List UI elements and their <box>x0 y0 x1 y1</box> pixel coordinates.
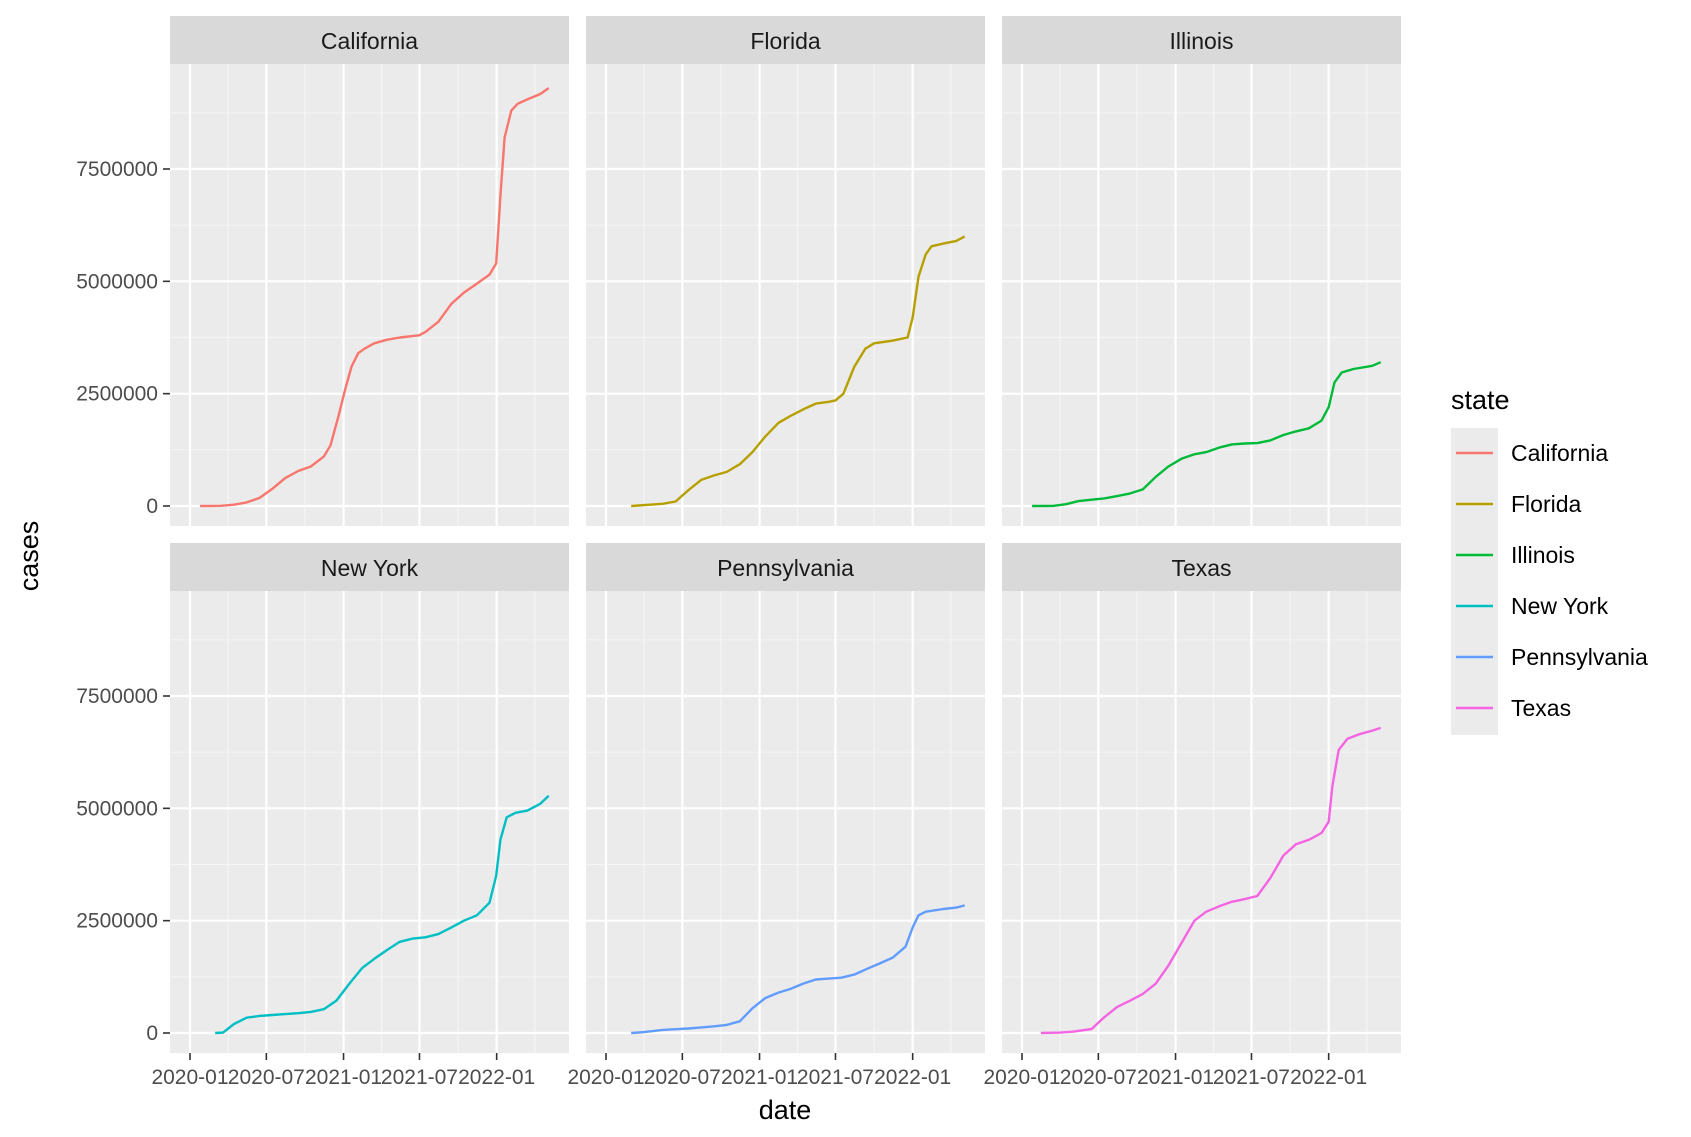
panel-background <box>1002 591 1401 1053</box>
x-tick-label: 2022-01 <box>1290 1066 1367 1089</box>
panel-background <box>1002 64 1401 526</box>
facet-strip-label: Florida <box>750 28 821 54</box>
series-line-illinois <box>1032 361 1382 508</box>
x-tick-label: 2021-07 <box>797 1066 874 1089</box>
facet-strip <box>586 543 985 591</box>
x-tick-label: 2020-07 <box>228 1066 305 1089</box>
facet-panel: Florida <box>586 16 985 526</box>
y-tick-label: 5000000 <box>76 270 158 293</box>
facet-panel: New York <box>170 543 569 1053</box>
panel-background <box>586 591 985 1053</box>
y-tick-label: 7500000 <box>76 685 158 708</box>
x-tick-label: 2022-01 <box>874 1066 951 1089</box>
x-tick-label: 2020-07 <box>1060 1066 1137 1089</box>
axes: 0 2500000 5000000 7500000 0 2500000 5000000 750… <box>76 158 1367 1089</box>
panel-background <box>170 64 569 526</box>
x-tick-label: 2020-01 <box>151 1066 228 1089</box>
legend-title: state <box>1451 385 1510 415</box>
series-line-florida <box>631 235 966 508</box>
legend-label: Florida <box>1511 491 1582 517</box>
y-tick-label: 0 <box>146 495 158 518</box>
x-axis-title: date <box>759 1095 812 1125</box>
y-tick-label: 2500000 <box>76 383 158 406</box>
facet-strip <box>170 16 569 64</box>
facet-panel: Pennsylvania <box>586 543 985 1053</box>
legend-label: Texas <box>1511 695 1571 721</box>
x-tick-label: 2020-01 <box>567 1066 644 1089</box>
x-tick-label: 2021-01 <box>721 1066 798 1089</box>
facet-strip <box>1002 543 1401 591</box>
facet-strip <box>170 543 569 591</box>
legend-label: Illinois <box>1511 542 1575 568</box>
panel-background <box>586 64 985 526</box>
x-tick-label: 2021-01 <box>1137 1066 1214 1089</box>
facet-strip-label: California <box>321 28 418 54</box>
x-tick-label: 2020-07 <box>644 1066 721 1089</box>
series-line-california <box>200 87 550 508</box>
series-line-texas <box>1040 726 1382 1035</box>
x-tick-label: 2021-07 <box>1213 1066 1290 1089</box>
facet-strip-label: Illinois <box>1170 28 1234 54</box>
facet-panels: California Florida Illinois New York Pennsyl… <box>170 16 1401 1053</box>
x-tick-label: 2021-07 <box>381 1066 458 1089</box>
facet-strip <box>1002 16 1401 64</box>
y-tick-label: 2500000 <box>76 910 158 933</box>
x-tick-label: 2021-01 <box>305 1066 382 1089</box>
legend-label: Pennsylvania <box>1511 644 1648 670</box>
legend: state California Florida Illinois New York P… <box>1451 385 1648 735</box>
series-line-pennsylvania <box>631 904 966 1035</box>
facet-panel: Texas <box>1002 543 1401 1053</box>
facet-strip-label: New York <box>321 555 419 581</box>
facet-strip-label: Pennsylvania <box>717 555 854 581</box>
y-tick-label: 5000000 <box>76 797 158 820</box>
legend-label: New York <box>1511 593 1609 619</box>
facet-strip-label: Texas <box>1171 555 1231 581</box>
legend-keys-background <box>1451 428 1498 735</box>
y-axis-title: cases <box>14 521 44 592</box>
panel-background <box>170 591 569 1053</box>
legend-label: California <box>1511 440 1608 466</box>
x-tick-label: 2022-01 <box>458 1066 535 1089</box>
facet-panel: Illinois <box>1002 16 1401 526</box>
y-tick-label: 7500000 <box>76 158 158 181</box>
facet-panel: California <box>170 16 569 526</box>
x-tick-label: 2020-01 <box>983 1066 1060 1089</box>
y-tick-label: 0 <box>146 1022 158 1045</box>
facet-strip <box>586 16 985 64</box>
series-line-new-york <box>215 794 550 1035</box>
